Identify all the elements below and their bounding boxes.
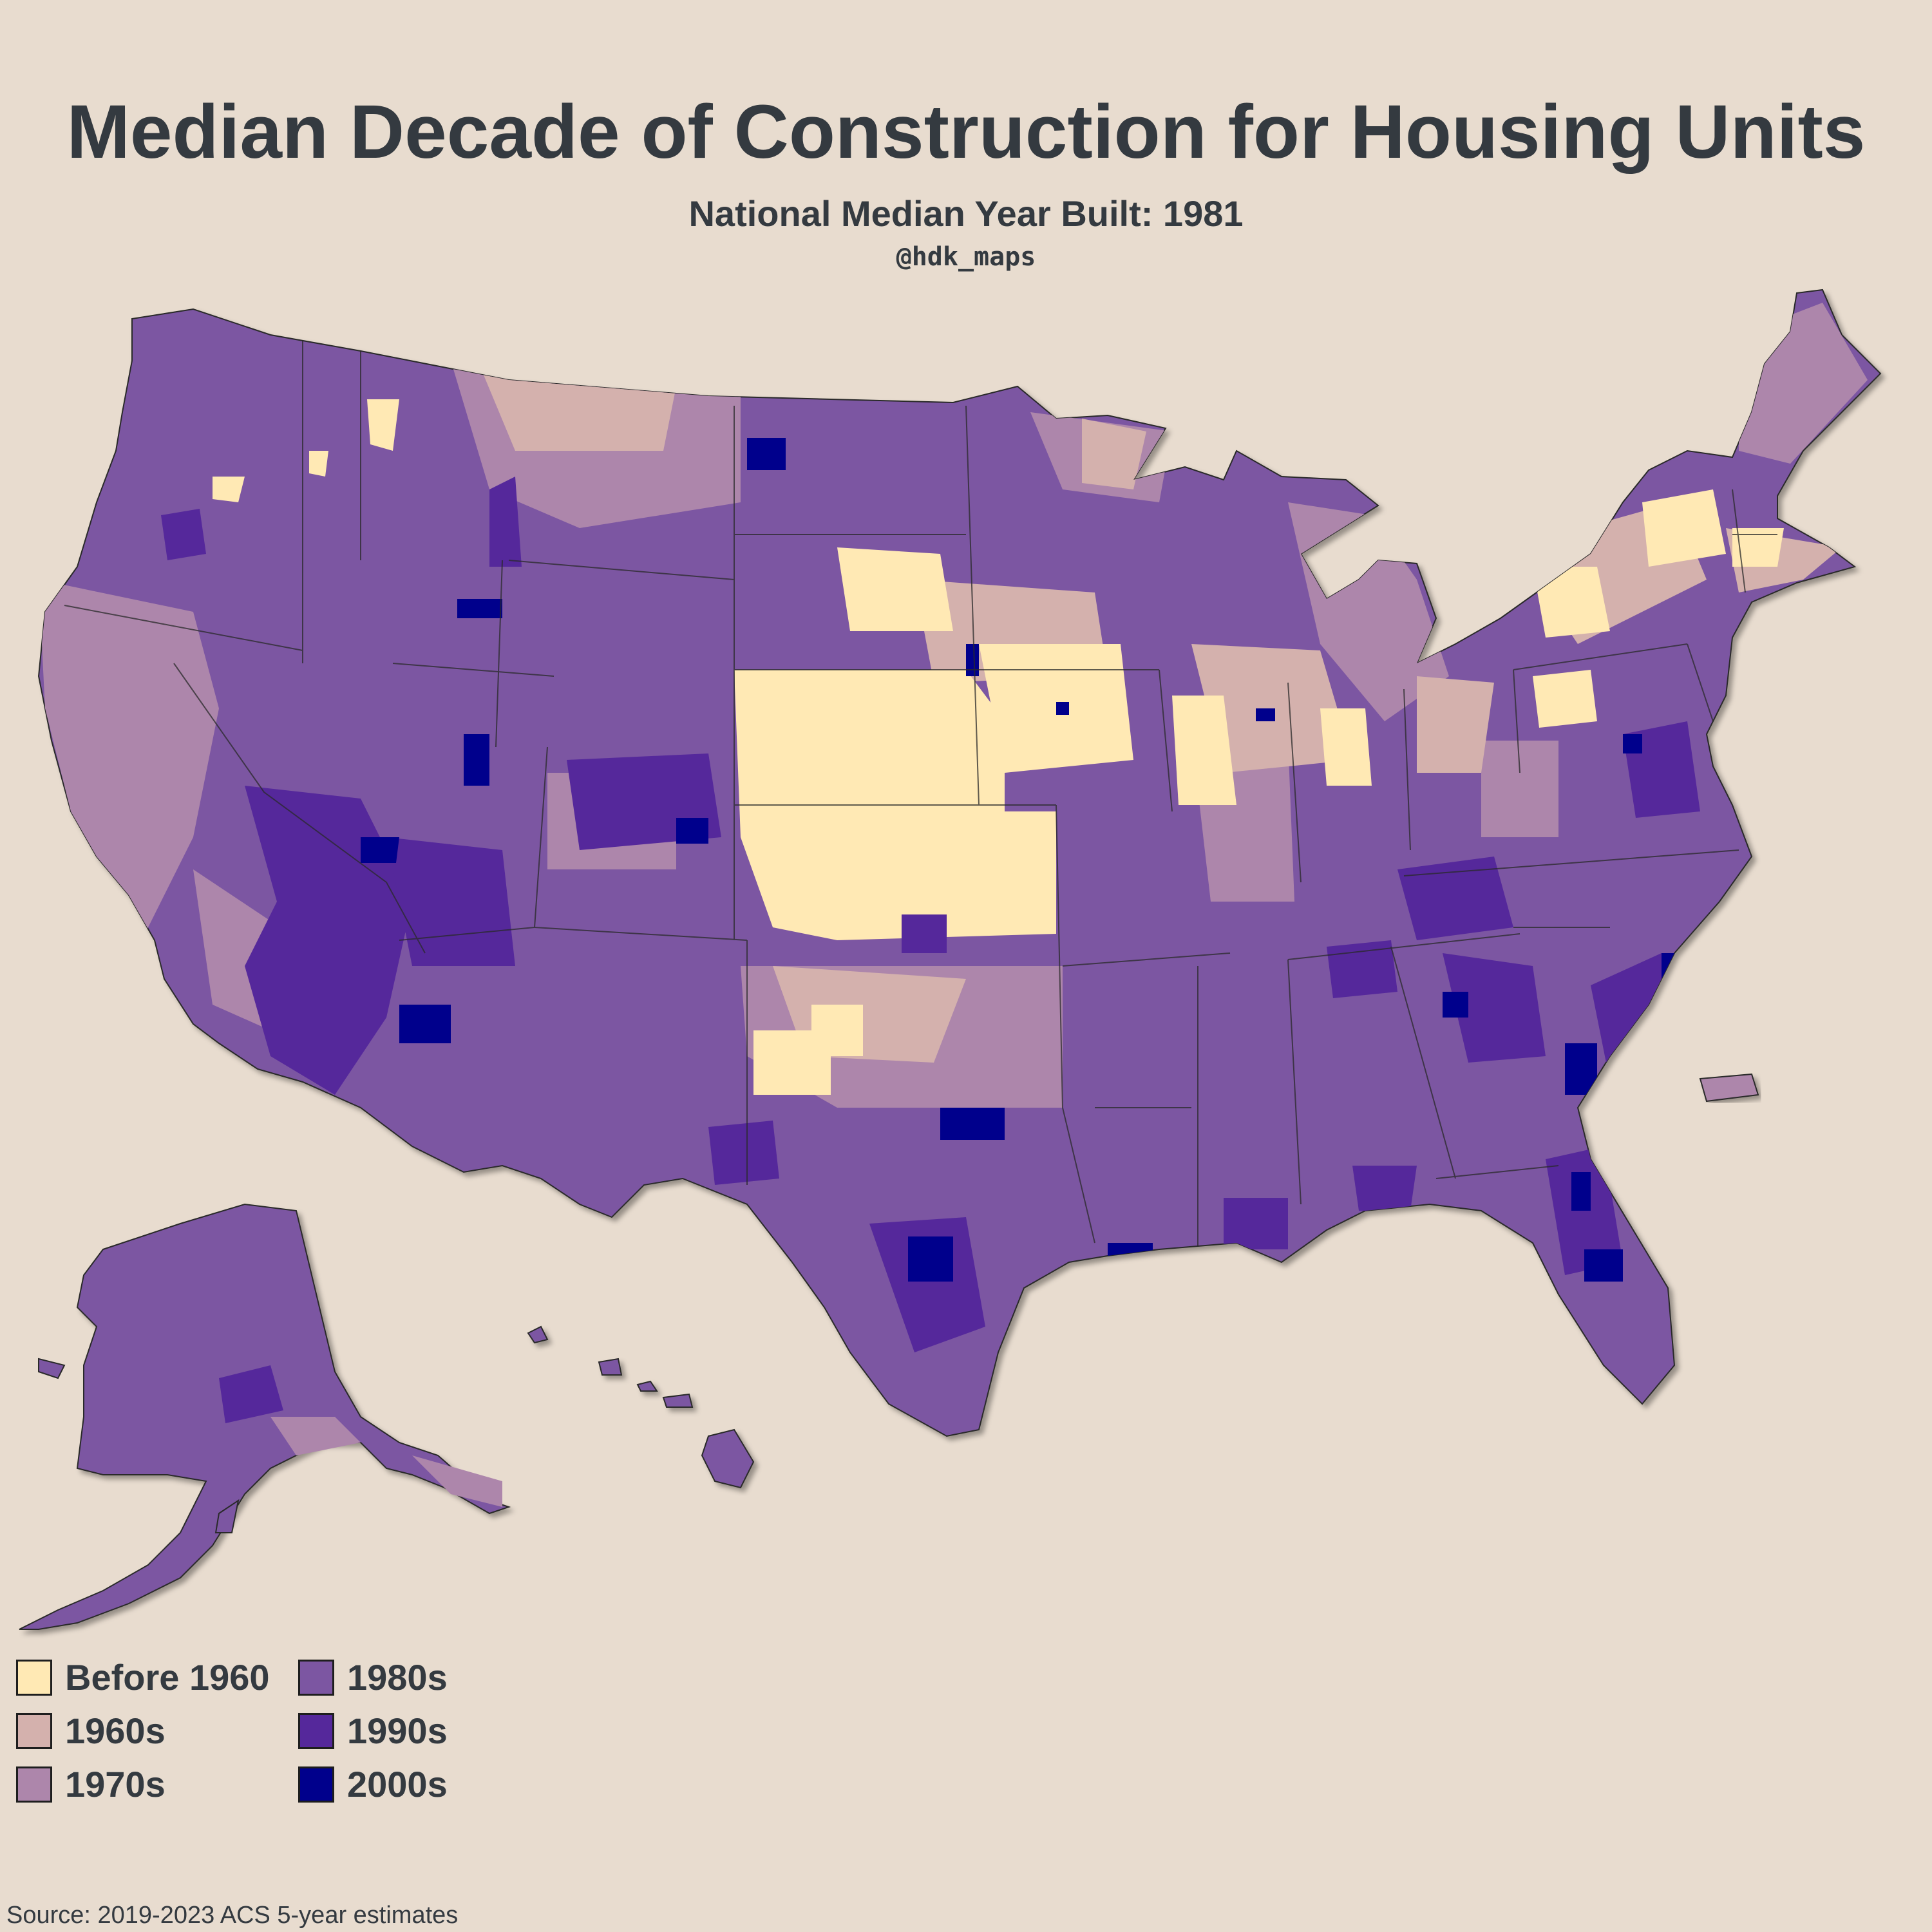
author-credit: @hdk_maps (896, 242, 1036, 272)
legend-swatch-1960s (16, 1713, 52, 1749)
map-title: Median Decade of Construction for Housin… (66, 90, 1866, 175)
choropleth-map (19, 289, 1882, 1630)
legend-label-1990s: 1990s (347, 1710, 448, 1751)
legend-swatch-2000s (298, 1766, 334, 1803)
hawaii (527, 1325, 755, 1489)
legend-swatch-1990s (298, 1713, 334, 1749)
legend-label-1980s: 1980s (347, 1657, 448, 1698)
legend-item-before-1960: Before 1960 (16, 1655, 270, 1700)
puerto-rico (1699, 1073, 1759, 1103)
legend: Before 1960 1960s 1970s 1980s 1990s 2000… (16, 1655, 480, 1823)
legend-item-1980s: 1980s (298, 1655, 448, 1700)
legend-swatch-1980s (298, 1660, 334, 1696)
legend-swatch-1970s (16, 1766, 52, 1803)
source-note: Source: 2019-2023 ACS 5-year estimates (6, 1902, 459, 1929)
alaska (19, 1203, 511, 1630)
legend-item-1960s: 1960s (16, 1709, 166, 1754)
legend-swatch-before-1960 (16, 1660, 52, 1696)
legend-label-2000s: 2000s (347, 1764, 448, 1804)
legend-item-1970s: 1970s (16, 1762, 166, 1807)
legend-label-before-1960: Before 1960 (65, 1657, 270, 1698)
legend-item-1990s: 1990s (298, 1709, 448, 1754)
legend-item-2000s: 2000s (298, 1762, 448, 1807)
legend-label-1960s: 1960s (65, 1710, 166, 1751)
map-subtitle: National Median Year Built: 1981 (688, 193, 1244, 234)
contiguous-us (37, 289, 1882, 1437)
legend-label-1970s: 1970s (65, 1764, 166, 1804)
